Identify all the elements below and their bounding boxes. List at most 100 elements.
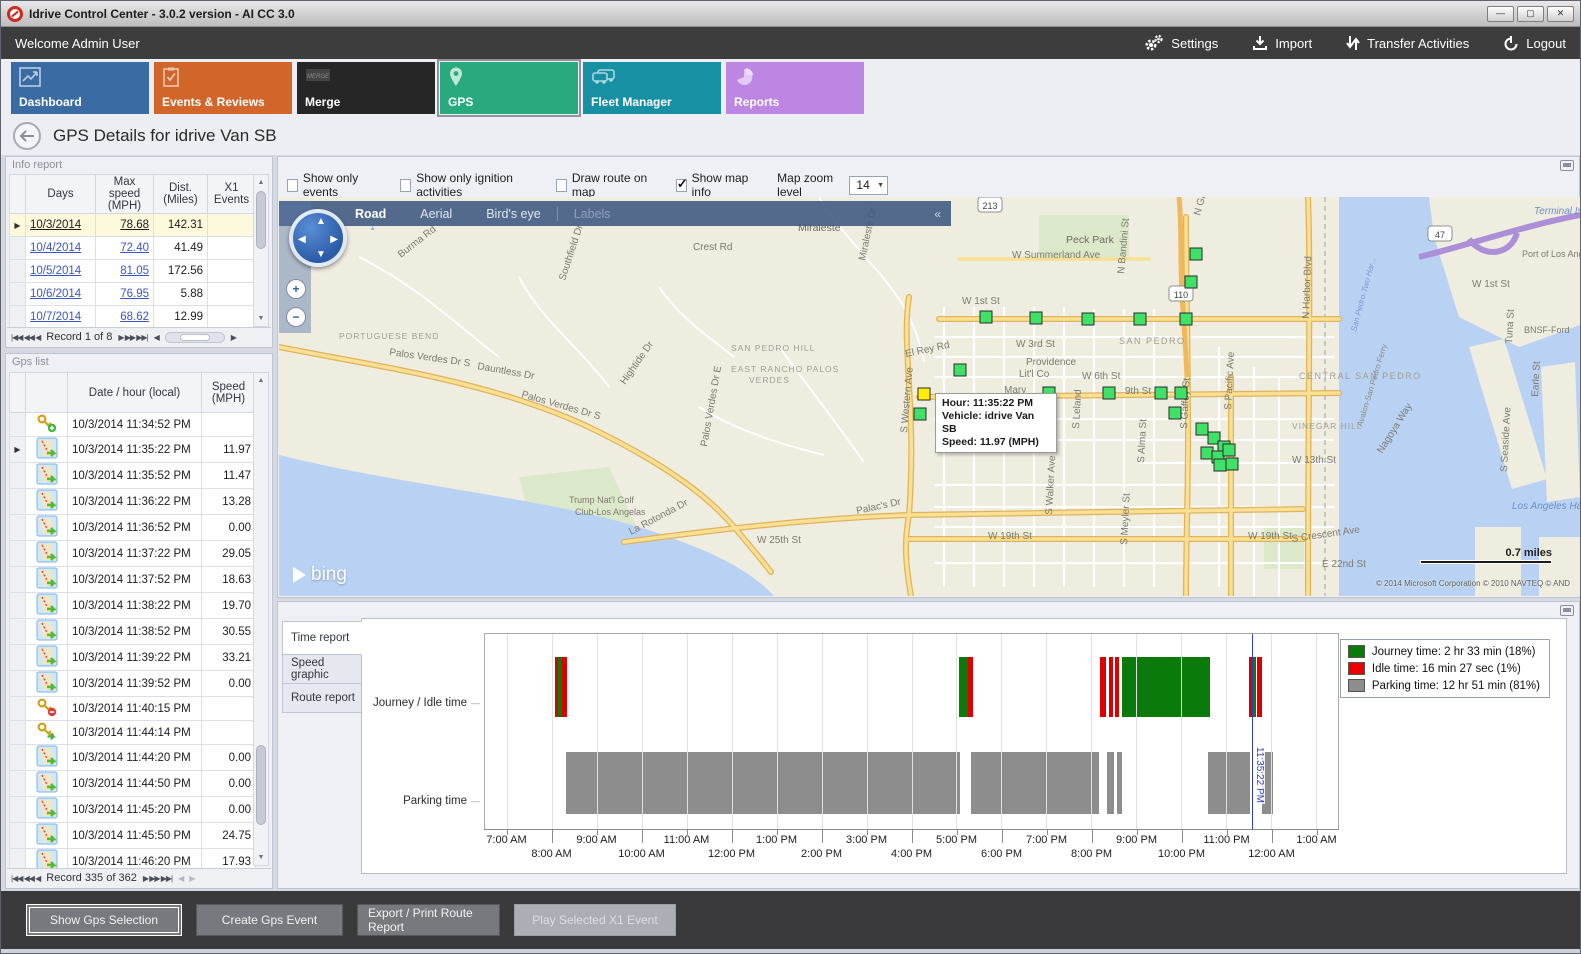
column-header-x1-events[interactable]: X1 Events (207, 174, 256, 214)
gps-marker[interactable] (913, 407, 927, 421)
pager-prev-button[interactable]: ◀◀ (23, 332, 36, 342)
table-row[interactable]: 10/3/2014 11:37:22 PM 29.05 (9, 540, 256, 567)
table-row[interactable]: 10/3/2014 11:39:22 PM 33.21 (9, 644, 256, 671)
tab-route-report[interactable]: Route report (282, 683, 362, 713)
table-row[interactable]: 10/3/2014 11:38:52 PM 30.55 (9, 618, 256, 645)
scrollbar-thumb[interactable] (256, 191, 266, 249)
gps-marker[interactable] (1200, 446, 1214, 460)
table-row[interactable]: 10/3/2014 11:34:52 PM (9, 412, 256, 437)
day-link[interactable]: 10/4/2014 (30, 242, 82, 254)
table-row[interactable]: 10/6/2014 76.95 5.88 (9, 282, 256, 306)
map-panel-collapse-button[interactable] (1560, 160, 1574, 171)
column-header-datetime[interactable]: Date / hour (local) (67, 372, 202, 413)
table-row[interactable]: 10/7/2014 68.62 12.99 (9, 305, 256, 329)
scrollbar-thumb[interactable] (256, 745, 266, 825)
map-mode-road[interactable]: Road (355, 207, 386, 232)
checkbox-show-map-info[interactable]: Show map info (675, 171, 755, 199)
gps-marker[interactable] (979, 310, 993, 324)
map-zoom-select[interactable]: 14 ▼ (849, 175, 888, 195)
max-speed-link[interactable]: 81.05 (120, 265, 149, 277)
nav-tile-events-reviews[interactable]: Events & Reviews (154, 62, 292, 114)
pan-up-arrow[interactable]: ▲ (316, 216, 326, 227)
table-row[interactable]: 10/3/2014 11:44:20 PM 0.00 (9, 744, 256, 771)
info-table-scrollbar[interactable]: ▲ ▼ (253, 174, 269, 327)
table-row[interactable]: ▶ 10/3/2014 11:35:22 PM 11.97 (9, 436, 256, 463)
gps-marker[interactable] (1184, 275, 1198, 289)
table-row[interactable]: 10/3/2014 11:39:52 PM 0.00 (9, 670, 256, 697)
selected-gps-marker[interactable] (917, 387, 931, 401)
max-speed-link[interactable]: 76.95 (120, 288, 149, 300)
checkbox-draw-route-on-map[interactable]: Draw route on map (556, 171, 654, 199)
gps-marker[interactable] (1189, 247, 1203, 261)
table-row[interactable]: 10/3/2014 11:36:52 PM 0.00 (9, 514, 256, 541)
table-row[interactable]: 10/3/2014 11:40:15 PM (9, 696, 256, 721)
map-zoom-out-button[interactable]: − (286, 307, 306, 327)
gps-marker[interactable] (1168, 406, 1182, 420)
table-row[interactable]: 10/3/2014 11:44:50 PM 0.00 (9, 770, 256, 797)
menu-item-logout[interactable]: Logout (1503, 34, 1566, 52)
nav-tile-fleet-manager[interactable]: Fleet Manager (583, 62, 721, 114)
column-header-max-speed[interactable]: Max speed (MPH) (95, 174, 154, 214)
max-speed-link[interactable]: 78.68 (120, 219, 149, 231)
pan-down-arrow[interactable]: ▼ (316, 249, 326, 260)
chart-panel-collapse-button[interactable] (1560, 605, 1574, 616)
nav-tile-gps[interactable]: GPS (437, 59, 581, 117)
pager-prev-button[interactable]: |◀◀ (11, 332, 24, 342)
pager-next-button[interactable]: ▶ (142, 873, 150, 883)
map-mode-labels[interactable]: Labels (573, 206, 611, 221)
table-row[interactable]: 10/5/2014 81.05 172.56 (9, 259, 256, 283)
nav-tile-reports[interactable]: Reports (726, 62, 864, 114)
max-speed-link[interactable]: 72.40 (120, 242, 149, 254)
pager-next-button[interactable]: ▶ (118, 332, 125, 342)
table-row[interactable]: 10/3/2014 11:45:20 PM 0.00 (9, 796, 256, 823)
scroll-down-arrow[interactable]: ▼ (257, 854, 265, 861)
bing-map[interactable]: Miraleste Crest Rd Burma Rd Southfield Dr Pe… (279, 197, 1580, 596)
table-row[interactable]: 10/3/2014 11:45:50 PM 24.75 (9, 822, 256, 849)
map-mode-bird-s-eye[interactable]: Bird's eye (486, 206, 541, 221)
create-gps-event-button[interactable]: Create Gps Event (196, 904, 343, 936)
gps-marker[interactable] (1081, 312, 1095, 326)
gps-marker[interactable] (1102, 386, 1116, 400)
table-row[interactable]: 10/3/2014 11:38:22 PM 19.70 (9, 592, 256, 619)
maximize-button[interactable]: ▢ (1517, 5, 1544, 22)
column-header-days[interactable]: Days (25, 174, 96, 214)
close-button[interactable]: ✕ (1547, 5, 1574, 22)
column-header-speed[interactable]: Speed (MPH) (201, 372, 256, 413)
max-speed-link[interactable]: 68.62 (120, 311, 149, 323)
table-row[interactable]: 10/4/2014 72.40 41.49 (9, 236, 256, 260)
scroll-up-arrow[interactable]: ▲ (257, 179, 265, 186)
checkbox-show-only-events[interactable]: Show only events (287, 171, 378, 199)
tab-speed-graphic[interactable]: Speed graphic (282, 654, 362, 684)
table-row[interactable]: 10/3/2014 11:35:52 PM 11.47 (9, 462, 256, 489)
pan-left-arrow[interactable]: ◀ (298, 234, 306, 245)
day-link[interactable]: 10/6/2014 (30, 288, 82, 300)
menu-item-settings[interactable]: Settings (1144, 34, 1218, 52)
gps-marker[interactable] (1207, 431, 1221, 445)
tab-time-report[interactable]: Time report (282, 621, 362, 655)
pager-prev-button[interactable]: ◀ (35, 332, 41, 342)
pager-next-button[interactable]: ▶▶ (149, 873, 161, 883)
gps-marker[interactable] (953, 363, 967, 377)
map-zoom-in-button[interactable]: + (286, 279, 306, 299)
menu-item-import[interactable]: Import (1252, 34, 1312, 52)
pager-next-button[interactable]: ▶▶| (160, 873, 173, 883)
scroll-down-arrow[interactable]: ▼ (257, 315, 265, 322)
pager-prev-button[interactable]: |◀◀ (11, 873, 24, 883)
table-row[interactable]: 10/3/2014 11:37:52 PM 18.63 (9, 566, 256, 593)
map-mode-aerial[interactable]: Aerial (420, 206, 453, 221)
scroll-up-arrow[interactable]: ▲ (257, 377, 265, 384)
day-link[interactable]: 10/5/2014 (30, 265, 82, 277)
pager-next-button[interactable]: ▶▶| (136, 332, 148, 342)
minimize-button[interactable]: — (1487, 5, 1514, 22)
horizontal-scrollbar[interactable] (164, 331, 225, 343)
pager-prev-button[interactable]: ◀ (35, 873, 41, 883)
map-modebar-collapse-button[interactable]: « (934, 206, 941, 221)
pager-prev-button[interactable]: ◀◀ (23, 873, 36, 883)
back-button[interactable] (13, 122, 41, 150)
pan-right-arrow[interactable]: ▶ (330, 234, 338, 245)
gps-marker[interactable] (1029, 311, 1043, 325)
nav-tile-merge[interactable]: MERGE Merge (297, 62, 435, 114)
gps-marker[interactable] (1174, 386, 1188, 400)
table-row[interactable]: 10/3/2014 11:36:22 PM 13.28 (9, 488, 256, 515)
day-link[interactable]: 10/3/2014 (30, 219, 82, 231)
